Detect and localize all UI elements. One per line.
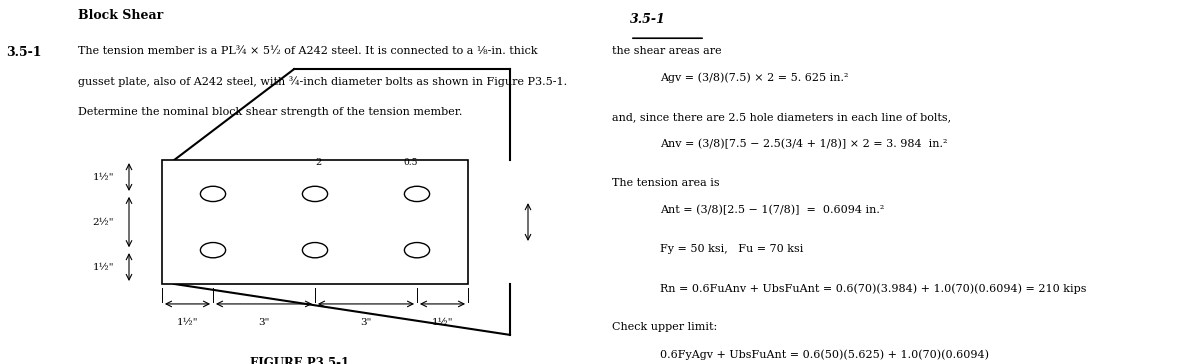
Text: 1½": 1½"	[92, 173, 114, 182]
Text: Anv = (3/8)[7.5 − 2.5(3/4 + 1/8)] × 2 = 3. 984  in.²: Anv = (3/8)[7.5 − 2.5(3/4 + 1/8)] × 2 = …	[660, 139, 948, 149]
Text: 0.5: 0.5	[403, 158, 419, 167]
Text: The tension area is: The tension area is	[612, 178, 720, 188]
Text: 1½": 1½"	[176, 318, 198, 327]
Text: 2: 2	[314, 158, 322, 167]
Circle shape	[404, 242, 430, 258]
Text: 0.6FyAgv + UbsFuAnt = 0.6(50)(5.625) + 1.0(70)(0.6094): 0.6FyAgv + UbsFuAnt = 0.6(50)(5.625) + 1…	[660, 349, 989, 360]
Text: 1½": 1½"	[92, 262, 114, 272]
Text: FIGURE P3.5-1: FIGURE P3.5-1	[251, 357, 349, 364]
Text: Determine the nominal block shear strength of the tension member.: Determine the nominal block shear streng…	[78, 107, 462, 117]
Circle shape	[404, 186, 430, 202]
Text: and, since there are 2.5 hole diameters in each line of bolts,: and, since there are 2.5 hole diameters …	[612, 112, 952, 122]
Text: 3": 3"	[258, 318, 270, 327]
Text: 3": 3"	[360, 318, 372, 327]
Circle shape	[302, 186, 328, 202]
Bar	[162, 160, 468, 284]
Text: Agv = (3/8)(7.5) × 2 = 5. 625 in.²: Agv = (3/8)(7.5) × 2 = 5. 625 in.²	[660, 73, 848, 83]
Text: 1½": 1½"	[432, 318, 454, 327]
Text: The tension member is a PL¾ × 5½ of A242 steel. It is connected to a ⅛-in. thick: The tension member is a PL¾ × 5½ of A242…	[78, 46, 538, 55]
Text: 2½": 2½"	[92, 218, 114, 226]
Text: Rn = 0.6FuAnv + UbsFuAnt = 0.6(70)(3.984) + 1.0(70)(0.6094) = 210 kips: Rn = 0.6FuAnv + UbsFuAnt = 0.6(70)(3.984…	[660, 283, 1086, 294]
Text: Fy = 50 ksi,   Fu = 70 ksi: Fy = 50 ksi, Fu = 70 ksi	[660, 244, 803, 254]
Text: 3.5-1: 3.5-1	[6, 46, 42, 59]
Text: Block Shear: Block Shear	[78, 9, 163, 22]
Circle shape	[302, 242, 328, 258]
Circle shape	[200, 242, 226, 258]
Text: 3.5-1: 3.5-1	[630, 13, 666, 26]
Text: gusset plate, also of A242 steel, with ¾-inch diameter bolts as shown in Figure : gusset plate, also of A242 steel, with ¾…	[78, 76, 568, 87]
Text: the shear areas are: the shear areas are	[612, 46, 721, 55]
Circle shape	[200, 186, 226, 202]
Text: Ant = (3/8)[2.5 − 1(7/8)]  =  0.6094 in.²: Ant = (3/8)[2.5 − 1(7/8)] = 0.6094 in.²	[660, 205, 884, 215]
Text: Check upper limit:: Check upper limit:	[612, 322, 718, 332]
